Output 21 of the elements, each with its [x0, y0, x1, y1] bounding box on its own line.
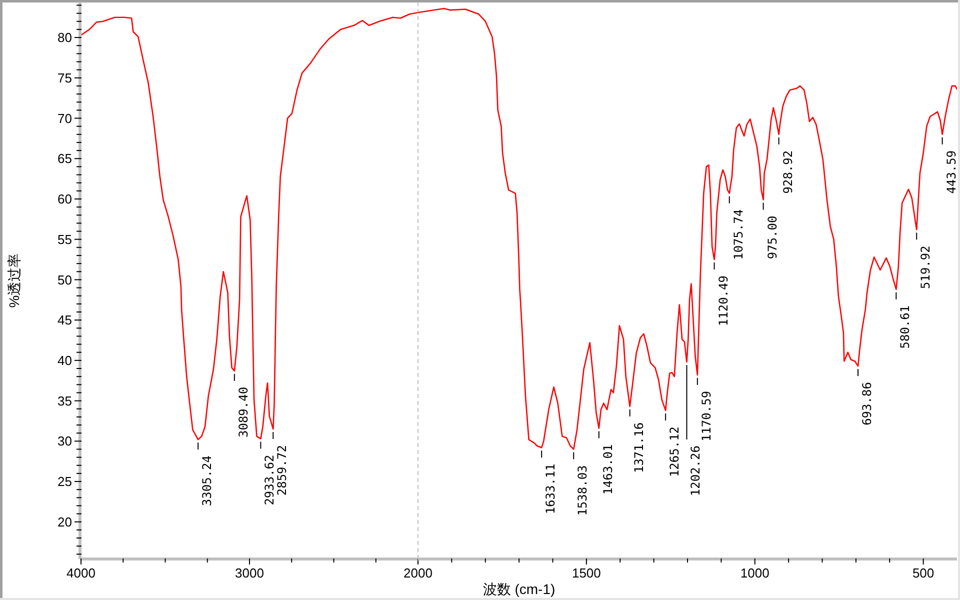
y-tick-label: 75 [58, 70, 72, 86]
y-tick-label: 35 [58, 393, 72, 408]
y-tick-label: 55 [58, 232, 72, 247]
y-tick-label: 70 [58, 110, 72, 126]
y-tick-label: 45 [58, 312, 72, 328]
y-tick-label: 30 [58, 434, 72, 449]
y-tick-label: 60 [58, 192, 72, 207]
y-tick-label: 20 [58, 514, 72, 530]
y-tick-label: 40 [58, 353, 72, 368]
x-tick-label: 3000 [235, 566, 264, 580]
y-tick-label: 65 [58, 151, 72, 166]
x-tick-label: 1500 [572, 566, 601, 580]
x-tick-label: 1000 [740, 566, 770, 580]
x-axis-title: 波数 (cm-1) [482, 581, 556, 597]
y-tick-label: 25 [58, 474, 72, 490]
x-tick-label: 2000 [404, 566, 432, 580]
y-tick-label: 50 [58, 272, 72, 288]
x-tick-label: 500 [912, 566, 934, 580]
y-axis-title: %透过率 [6, 253, 22, 308]
y-tick-label: 80 [58, 30, 72, 46]
x-tick-label: 4000 [66, 566, 96, 580]
